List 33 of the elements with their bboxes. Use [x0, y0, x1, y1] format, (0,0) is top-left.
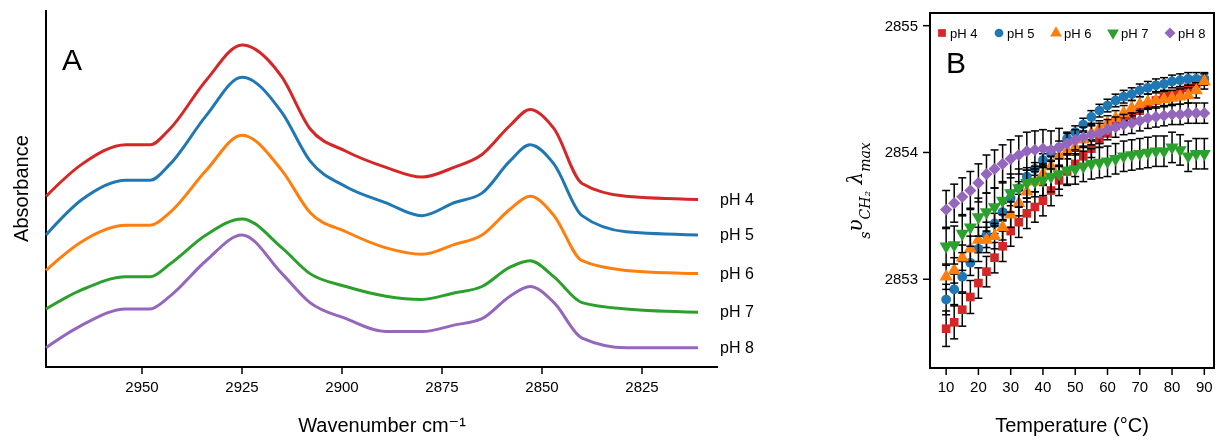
x-tick-label: 20	[970, 378, 987, 395]
x-tick-label: 50	[1066, 378, 1084, 395]
series-label: pH 7	[720, 303, 754, 321]
x-axis-title: Temperature (°C)	[995, 414, 1149, 436]
x-tick-label: 2900	[325, 378, 359, 395]
text: B	[946, 46, 967, 79]
x-tick-label: 2925	[225, 378, 259, 395]
x-tick-label: 70	[1131, 378, 1149, 395]
x-tick-label: 90	[1195, 378, 1213, 395]
legend-label: pH 5	[1007, 26, 1035, 41]
series-label: pH 6	[720, 264, 754, 282]
x-tick-label: 2850	[525, 378, 559, 395]
legend-label: pH 7	[1121, 26, 1149, 41]
legend-label: pH 4	[950, 26, 978, 41]
chart-title: A	[62, 43, 83, 76]
x-tick-label: 2875	[425, 378, 459, 395]
y-tick-label: 2853	[884, 270, 918, 288]
x-tick-label: 40	[1034, 378, 1052, 395]
series-label: pH 4	[720, 190, 754, 208]
x-tick-label: 60	[1099, 378, 1116, 395]
x-axis-title: Wavenumber cm⁻¹	[298, 414, 467, 436]
x-tick-label: 2950	[125, 378, 159, 395]
x-tick-label: 30	[1002, 378, 1020, 395]
series-label: pH 8	[720, 338, 754, 356]
y-tick-label: 2854	[884, 143, 918, 161]
x-tick-label: 80	[1163, 378, 1181, 395]
legend-label: pH 6	[1064, 26, 1092, 41]
x-tick-label: 2825	[625, 378, 659, 395]
series-label: pH 5	[720, 225, 754, 243]
y-axis-title: Absorbance	[10, 135, 32, 242]
y-tick-label: 2855	[884, 16, 918, 34]
legend-label: pH 8	[1178, 26, 1206, 41]
x-tick-label: 10	[937, 378, 955, 395]
